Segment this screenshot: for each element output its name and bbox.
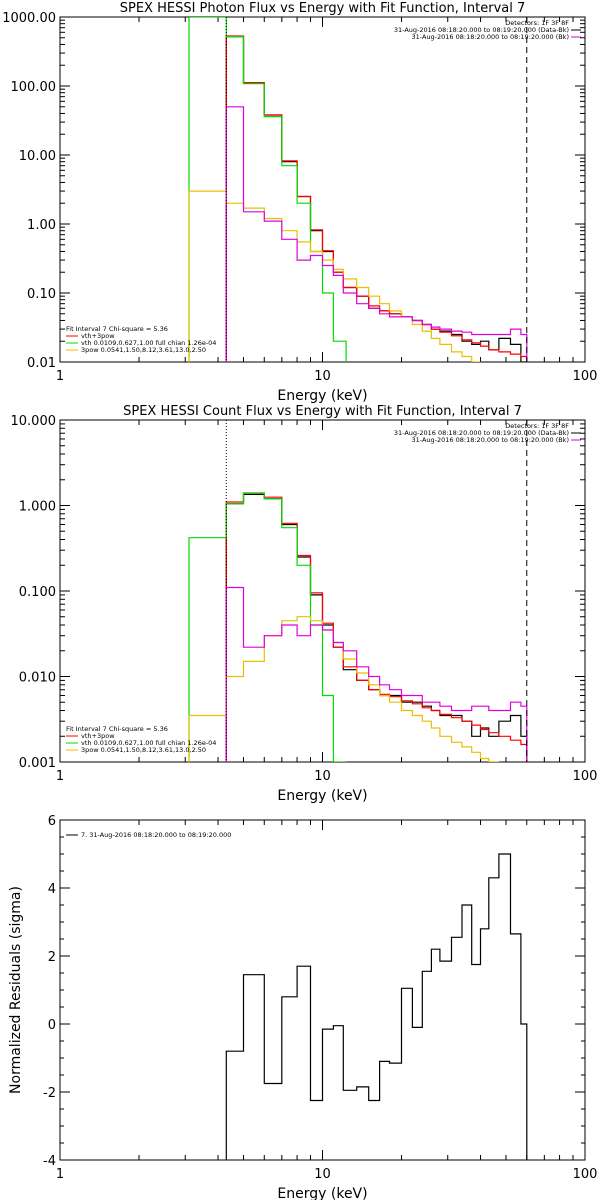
legend-entry-bottom: vth 0.0109,0.627,1.00 full chian 1.26e-0… [81,739,216,747]
legend-entry-top: Detectors: 1F 3F 8F [505,19,569,27]
series-line-1-1 [225,492,528,762]
plot-frame-0 [59,16,586,363]
x-tick-label: 100 [573,769,598,784]
series-line-0-2 [188,17,347,362]
legend-entry-top: 31-Aug-2016 08:18:20.000 to 08:19:20.000… [394,429,569,437]
y-axis-label-2: Normalized Residuals (sigma) [8,886,24,1094]
legend-entry-bottom: 3pow 0.0541,1.50,8.12,3.61,13.0,2.50 [81,746,206,754]
y-tick-label: 6 [48,814,56,829]
x-tick-label: 10 [314,769,331,784]
legend-entry-bottom: Fit Interval 7 Chi-square = 5.36 [66,725,168,733]
x-tick-label: 100 [573,369,598,384]
x-tick-label: 10 [314,369,331,384]
series-line-2-0 [225,853,528,1160]
y-tick-label: 0.010 [19,671,56,686]
x-tick-label: 1 [56,1167,64,1182]
y-tick-label: 0.100 [19,585,56,600]
series-line-1-4 [225,586,528,762]
x-tick-label: 10 [314,1167,331,1182]
chart-title-1: SPEX HESSI Count Flux vs Energy with Fit… [123,404,522,419]
y-tick-label: 1000.00 [2,11,56,26]
x-axis-label-2: Energy (keV) [277,1186,367,1200]
legend-entry-top: Detectors: 1F 3F 8F [505,422,569,430]
series-line-1-2 [188,492,347,762]
y-tick-label: 10.00 [19,149,56,164]
series-line-0-0 [225,36,527,362]
y-tick-label: 2 [48,950,56,965]
legend-entry-bottom: 3pow 0.0541,1.50,8.12,3.61,13.0,2.50 [81,346,206,354]
chart-title-0: SPEX HESSI Photon Flux vs Energy with Fi… [120,1,526,16]
series-line-1-0 [225,493,528,762]
y-tick-label: -4 [43,1154,56,1169]
x-axis-label-0: Energy (keV) [277,388,367,404]
legend-entry-bottom: Fit Interval 7 Chi-square = 5.36 [66,325,168,333]
y-tick-label: 0.001 [19,756,56,771]
legend-entry-bottom: vth 0.0109,0.627,1.00 full chian 1.26e-0… [81,339,216,347]
y-tick-label: 0.10 [27,287,56,302]
x-tick-label: 1 [56,769,64,784]
legend-entry-bottom: vth+3pow [81,732,115,740]
y-tick-label: 1.00 [27,218,56,233]
y-tick-label: -2 [43,1086,56,1101]
x-tick-label: 1 [56,369,64,384]
plot-frame-2 [59,819,586,1161]
y-tick-label: 0.01 [27,356,56,371]
y-tick-label: 0 [48,1018,56,1033]
y-tick-label: 4 [48,882,56,897]
y-tick-label: 100.00 [11,80,57,95]
x-tick-label: 100 [573,1167,598,1182]
y-tick-label: 10.000 [11,414,57,429]
series-line-0-4 [225,106,528,362]
series-line-1-3 [188,616,499,762]
y-tick-label: 1.000 [19,500,56,515]
series-line-0-1 [225,35,528,362]
legend-entry-top-left: 7. 31-Aug-2016 08:18:20.000 to 08:19:20.… [81,831,231,839]
legend-entry-bottom: vth+3pow [81,332,115,340]
legend-entry-top: 31-Aug-2016 08:18:20.000 to 08:19:20.000… [412,436,569,444]
legend-entry-top: 31-Aug-2016 08:18:20.000 to 08:19:20.000… [394,26,569,34]
series-line-0-3 [188,190,481,362]
x-axis-label-1: Energy (keV) [277,788,367,804]
legend-entry-top: 31-Aug-2016 08:18:20.000 to 08:19:20.000… [412,33,569,41]
